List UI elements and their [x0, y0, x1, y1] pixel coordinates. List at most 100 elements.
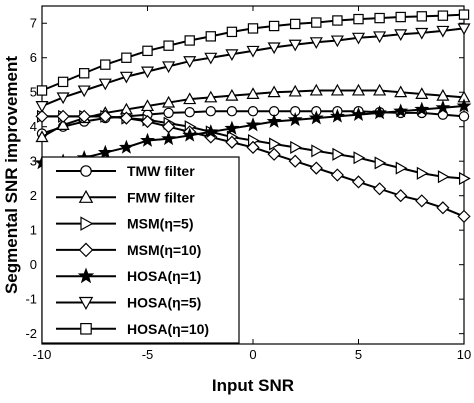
x-axis-label: Input SNR	[212, 376, 294, 395]
data-point	[77, 109, 91, 123]
data-point	[100, 59, 111, 70]
data-point	[161, 130, 177, 146]
data-point	[437, 170, 450, 184]
data-point	[393, 103, 409, 118]
data-point	[332, 15, 343, 26]
data-point	[458, 9, 470, 20]
data-point	[121, 52, 132, 63]
x-tick-label: 10	[457, 347, 471, 362]
data-point	[35, 109, 49, 123]
data-point	[182, 127, 198, 142]
data-point	[330, 35, 344, 48]
data-point	[395, 11, 406, 23]
data-point	[351, 106, 366, 121]
data-point	[458, 171, 471, 185]
data-point	[330, 168, 344, 182]
data-point	[415, 194, 429, 208]
data-point	[416, 166, 429, 180]
data-point	[374, 156, 387, 170]
data-point	[288, 39, 302, 52]
data-point	[204, 52, 218, 65]
legend-label: HOSA(η=1)	[127, 268, 201, 284]
data-point	[437, 10, 449, 21]
data-point	[309, 161, 323, 175]
data-point	[140, 114, 155, 129]
y-tick-label: 7	[30, 16, 37, 31]
x-tick-label: -10	[33, 347, 52, 362]
data-point	[416, 11, 428, 22]
data-point	[183, 56, 197, 68]
data-point	[163, 40, 174, 51]
series-6	[36, 9, 470, 96]
data-point	[140, 66, 155, 79]
data-point	[351, 32, 366, 45]
y-tick-label: -2	[25, 326, 37, 341]
data-point	[226, 105, 238, 117]
legend-marker	[78, 242, 94, 258]
data-point	[57, 76, 69, 88]
data-point	[373, 83, 387, 96]
data-point	[77, 85, 91, 98]
data-point	[184, 107, 195, 118]
data-point	[457, 209, 471, 223]
data-point	[56, 109, 70, 123]
data-point	[140, 99, 155, 112]
legend-label: MSM(η=10)	[127, 242, 201, 258]
data-point	[225, 135, 239, 149]
data-point	[329, 108, 345, 123]
data-point	[246, 140, 260, 155]
data-point	[247, 23, 259, 34]
y-tick-label: 5	[30, 85, 37, 100]
data-point	[183, 92, 197, 105]
data-point	[226, 26, 238, 38]
data-point	[394, 189, 408, 203]
data-point	[311, 144, 324, 158]
data-point	[458, 111, 470, 122]
data-point	[436, 25, 450, 38]
data-point	[311, 17, 322, 28]
data-point	[435, 99, 451, 115]
data-point	[78, 68, 90, 79]
legend-marker	[80, 323, 92, 335]
data-point	[56, 118, 70, 131]
data-point	[224, 120, 240, 135]
data-point	[351, 175, 366, 189]
data-point	[457, 23, 471, 36]
series-layer	[34, 9, 472, 223]
legend-label: HOSA(η=10)	[127, 321, 209, 337]
data-point	[269, 137, 281, 151]
legend-marker	[78, 296, 94, 310]
data-point	[245, 117, 261, 132]
data-point	[162, 61, 176, 74]
legend-marker	[80, 216, 94, 231]
data-point	[267, 85, 281, 98]
data-point	[308, 110, 324, 125]
y-tick-label: 4	[30, 119, 37, 134]
y-tick-label: 6	[30, 50, 37, 65]
data-point	[162, 95, 176, 108]
legend: TMW filter FMW filter MSM(η=5) MSM(η=10) HOS…	[41, 156, 240, 344]
y-tick-label: -1	[25, 292, 37, 307]
data-point	[415, 87, 429, 99]
data-point	[119, 71, 133, 84]
data-point	[268, 20, 280, 32]
data-point	[351, 83, 366, 96]
data-point	[353, 13, 364, 25]
legend-label: FMW filter	[127, 189, 195, 205]
data-point	[97, 144, 113, 159]
y-tick-label: 3	[30, 154, 37, 169]
legend-marker	[80, 165, 92, 177]
y-tick-label: 2	[30, 188, 37, 203]
data-point	[267, 147, 281, 161]
data-point	[204, 90, 218, 103]
legend-label: MSM(η=5)	[127, 216, 194, 232]
series-4	[34, 98, 472, 170]
data-point	[373, 182, 387, 196]
data-point	[373, 31, 387, 44]
data-point	[394, 85, 408, 98]
data-point	[247, 105, 259, 117]
data-point	[205, 31, 216, 42]
data-point	[246, 45, 260, 58]
